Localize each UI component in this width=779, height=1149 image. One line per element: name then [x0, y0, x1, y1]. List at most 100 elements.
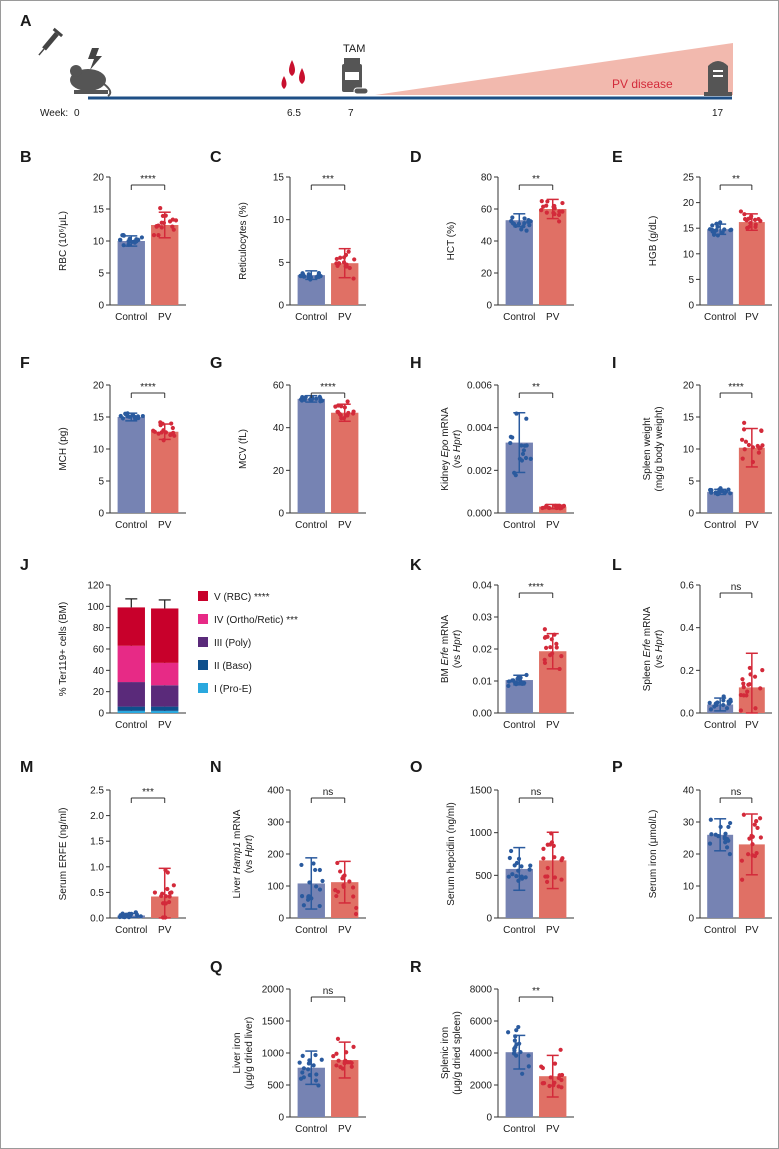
data-point: [301, 274, 306, 279]
data-point: [517, 456, 522, 461]
y-tick-label: 0: [278, 1113, 284, 1124]
data-point: [516, 868, 521, 873]
data-point: [524, 443, 529, 448]
data-point: [151, 233, 157, 238]
x-category-label: Control: [503, 1124, 535, 1135]
data-point: [728, 491, 733, 496]
chart-panel-P: P 0 10 20 30 40 Serum iron (μmol/L) Control PV ns: [612, 759, 772, 936]
data-point: [750, 445, 756, 450]
data-point: [710, 223, 715, 228]
panel-label-I: I: [612, 355, 616, 372]
data-point: [519, 876, 525, 881]
data-point: [299, 894, 305, 899]
data-point: [123, 412, 129, 417]
y-tick-label: 10: [93, 237, 105, 248]
stack-segment: [151, 685, 179, 707]
y-tick-label: 0.5: [90, 888, 104, 899]
data-point: [747, 224, 752, 229]
stack-segment: [151, 662, 179, 686]
panel-label-F: F: [20, 355, 30, 372]
bar-control: [297, 398, 325, 513]
data-point: [510, 872, 515, 877]
y-tick-label: 5: [98, 477, 104, 488]
data-point: [547, 1083, 552, 1089]
significance-label: ns: [531, 787, 542, 798]
week-0-label: 0: [74, 108, 80, 119]
x-category-label: Control: [295, 925, 327, 936]
y-tick-label: 0.0: [680, 709, 694, 720]
chart-panel-I: I 0 5 10 15 20 Spleen weight (mg/g body weight)…: [612, 355, 772, 531]
y-tick-label: 300: [267, 818, 284, 829]
data-point: [334, 1051, 339, 1056]
x-category-label: PV: [338, 312, 352, 323]
bar-pv: [331, 412, 359, 513]
legend-swatch: [198, 614, 208, 624]
data-point: [163, 894, 169, 899]
data-point: [750, 853, 755, 858]
data-point: [756, 450, 761, 455]
data-point: [337, 412, 342, 417]
data-point: [539, 199, 544, 204]
data-point: [707, 700, 712, 705]
data-point: [557, 666, 562, 672]
data-point: [352, 257, 357, 262]
data-point: [299, 398, 305, 403]
data-point: [748, 216, 753, 221]
data-point: [708, 707, 714, 712]
data-point: [721, 698, 726, 703]
y-tick-label: 40: [93, 666, 105, 677]
y-tick-label: 0: [98, 709, 104, 720]
data-point: [132, 240, 138, 245]
data-point: [739, 858, 744, 863]
data-point: [542, 627, 547, 632]
data-point: [306, 275, 311, 280]
data-point: [161, 438, 166, 443]
significance-label: ***: [142, 787, 154, 798]
y-tick-label: 1.5: [90, 837, 104, 848]
data-point: [753, 224, 758, 229]
data-point: [741, 812, 746, 817]
data-point: [311, 1063, 316, 1068]
data-point: [506, 874, 511, 879]
panel-label-G: G: [210, 355, 222, 372]
data-point: [519, 864, 524, 869]
data-point: [334, 893, 339, 899]
stack-segment: [151, 608, 179, 663]
data-point: [518, 1049, 523, 1055]
data-point: [314, 1072, 319, 1077]
blood-drops-icon: [281, 60, 305, 89]
data-point: [747, 836, 752, 841]
y-tick-label: 20: [481, 269, 493, 280]
data-point: [748, 221, 753, 226]
data-point: [724, 706, 730, 711]
y-tick-label: 0.004: [467, 423, 492, 434]
mouse-icon: [70, 65, 112, 97]
data-point: [526, 1064, 531, 1069]
data-point: [540, 1065, 545, 1071]
data-point: [548, 645, 553, 650]
panel-label-A: A: [20, 13, 32, 30]
data-point: [552, 1061, 558, 1066]
data-point: [541, 204, 546, 209]
y-tick-label: 0.03: [473, 613, 493, 624]
data-point: [713, 832, 718, 837]
legend-swatch: [198, 591, 208, 601]
y-tick-label: 200: [267, 850, 284, 861]
data-point: [138, 914, 143, 919]
data-point: [313, 867, 318, 873]
y-axis-label: Serum ERFE (ng/ml): [58, 808, 69, 901]
data-point: [753, 706, 758, 711]
y-tick-label: 60: [93, 645, 105, 656]
panel-label-N: N: [210, 759, 222, 776]
data-point: [127, 414, 132, 419]
data-point: [709, 488, 714, 493]
data-point: [514, 860, 520, 866]
data-point: [314, 274, 319, 280]
significance-label: **: [532, 174, 540, 185]
data-point: [508, 848, 514, 854]
data-point: [545, 874, 550, 879]
y-tick-label: 10: [683, 882, 695, 893]
data-point: [512, 1048, 517, 1053]
y-tick-label: 4000: [470, 1049, 493, 1060]
